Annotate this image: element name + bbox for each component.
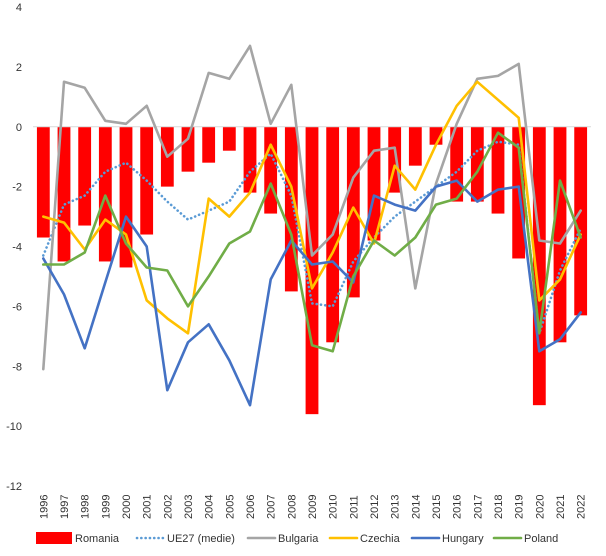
y-tick-label: -10 <box>6 421 22 433</box>
y-tick-label: 2 <box>16 62 22 74</box>
bar-romania-1996 <box>36 126 50 238</box>
bar-romania-2014 <box>408 126 422 166</box>
x-tick-label: 2018 <box>493 495 505 519</box>
y-tick-label: -8 <box>12 361 22 373</box>
x-tick-label: 1999 <box>100 495 112 519</box>
bar-romania-2004 <box>202 126 216 163</box>
x-tick-label: 2012 <box>369 495 381 519</box>
legend-label-bulgaria: Bulgaria <box>278 533 319 545</box>
x-tick-label: 2001 <box>142 495 154 519</box>
x-tick-label: 2000 <box>121 495 133 519</box>
legend: Romania UE27 (medie) Bulgaria Czechia Hungar… <box>36 532 558 545</box>
bar-romania-2022 <box>574 126 588 316</box>
bar-series <box>36 126 588 415</box>
y-tick-label: 0 <box>16 122 22 134</box>
bar-romania-2007 <box>264 126 278 214</box>
x-axis-tick-labels: 1996 1997 1998 1999 2000 2001 2002 2003 2004 2005… <box>38 495 587 519</box>
line-series-bulgaria <box>41 44 583 371</box>
x-tick-label: 2007 <box>266 495 278 519</box>
x-tick-label: 2011 <box>348 495 360 519</box>
x-tick-label: 2019 <box>514 495 526 519</box>
x-tick-label: 2013 <box>390 495 402 519</box>
x-tick-label: 2021 <box>555 495 567 519</box>
bar-romania-1998 <box>78 126 92 226</box>
x-tick-label: 1996 <box>38 495 50 519</box>
bar-romania-2017 <box>470 126 484 202</box>
x-tick-label: 2006 <box>245 495 257 519</box>
x-tick-label: 2003 <box>183 495 195 519</box>
bar-romania-1999 <box>98 126 112 262</box>
x-tick-label: 2005 <box>224 495 236 519</box>
line-series-hungary <box>41 179 583 407</box>
x-tick-label: 2010 <box>328 495 340 519</box>
legend-label-czechia: Czechia <box>360 533 401 545</box>
x-tick-label: 1997 <box>59 495 71 519</box>
y-axis-tick-labels: 4 2 0 -2 -4 -6 -8 -10 -12 <box>6 2 22 493</box>
y-tick-label: -12 <box>6 481 22 493</box>
x-tick-label: 2004 <box>204 495 216 519</box>
x-tick-label: 2014 <box>410 495 422 519</box>
y-tick-label: -6 <box>12 301 22 313</box>
legend-label-poland: Poland <box>524 533 558 545</box>
x-tick-label: 2022 <box>576 495 588 519</box>
legend-label-romania: Romania <box>75 533 120 545</box>
y-tick-label: -4 <box>12 242 22 254</box>
line-series-ue27-medie <box>41 140 583 335</box>
line-series-poland <box>41 131 583 353</box>
x-tick-label: 2016 <box>452 495 464 519</box>
x-tick-label: 2008 <box>286 495 298 519</box>
y-tick-label: 4 <box>16 2 22 14</box>
x-tick-label: 2009 <box>307 495 319 519</box>
bar-romania-2021 <box>553 126 567 343</box>
legend-label-hungary: Hungary <box>442 533 484 545</box>
line-series-czechia <box>41 80 583 335</box>
line-series-group <box>41 44 583 407</box>
x-tick-label: 2017 <box>472 495 484 519</box>
legend-label-ue27-medie: UE27 (medie) <box>167 533 235 545</box>
bar-romania-2005 <box>222 126 236 151</box>
legend-swatch-romania <box>36 532 72 544</box>
bar-romania-2011 <box>346 126 360 298</box>
x-tick-label: 2020 <box>534 495 546 519</box>
y-tick-label: -2 <box>12 182 22 194</box>
x-tick-label: 1998 <box>80 495 92 519</box>
x-tick-label: 2002 <box>162 495 174 519</box>
bar-romania-2009 <box>305 126 319 415</box>
bar-romania-2003 <box>181 126 195 172</box>
x-tick-label: 2015 <box>431 495 443 519</box>
